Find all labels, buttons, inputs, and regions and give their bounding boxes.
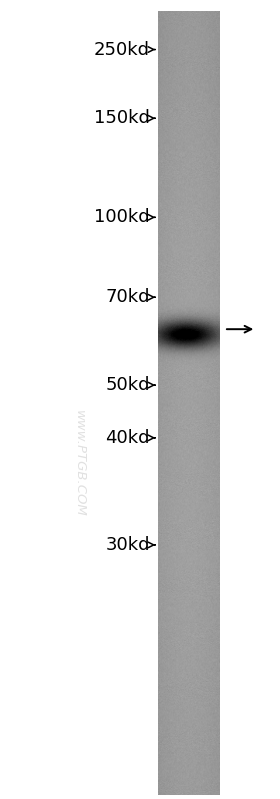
Text: 70kd: 70kd — [105, 288, 150, 306]
Text: 40kd: 40kd — [105, 429, 150, 447]
Text: 30kd: 30kd — [105, 536, 150, 554]
Text: 50kd: 50kd — [105, 376, 150, 394]
Text: 250kd: 250kd — [94, 41, 150, 58]
Text: 150kd: 150kd — [94, 109, 150, 127]
Text: www.PTGB.COM: www.PTGB.COM — [73, 410, 86, 517]
Text: 100kd: 100kd — [94, 209, 150, 226]
